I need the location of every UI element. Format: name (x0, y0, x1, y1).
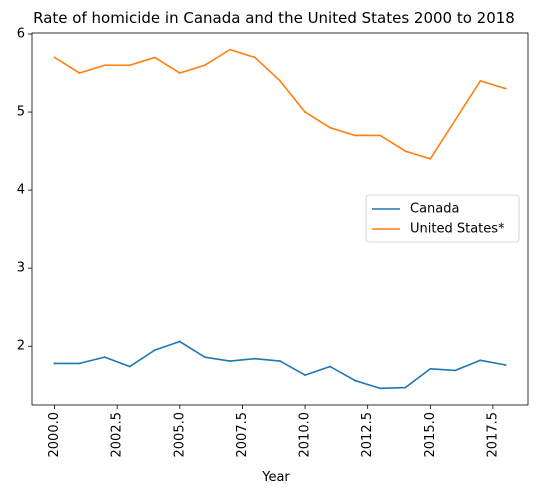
data-point (78, 72, 81, 74)
data-point (53, 56, 56, 59)
data-point (254, 56, 256, 59)
x-tick-label: 2007.5 (235, 412, 250, 458)
data-point (479, 359, 482, 362)
chart-title: Rate of homicide in Canada and the Unite… (33, 9, 515, 27)
series-line-1 (53, 48, 507, 160)
y-tick-label: 2 (17, 339, 25, 354)
data-point (504, 87, 507, 90)
data-point (53, 362, 56, 365)
y-axis: 2 3 4 5 6 (17, 27, 32, 354)
data-point (254, 357, 256, 360)
legend-box (365, 194, 520, 243)
data-point (454, 118, 457, 121)
data-point (379, 387, 382, 390)
data-point (279, 79, 281, 82)
x-axis: 2000.0 2002.5 2005.0 2007.5 2010.0 2012.5 2015… (47, 405, 500, 458)
data-point (429, 158, 432, 160)
data-point (279, 360, 281, 362)
data-point (304, 111, 306, 113)
data-point (128, 64, 131, 67)
plot-area (53, 48, 507, 390)
data-point (153, 56, 156, 59)
data-point (128, 365, 131, 368)
y-tick-label: 6 (17, 27, 25, 42)
data-point (379, 134, 382, 137)
data-point (229, 48, 231, 51)
x-axis-label: Year (261, 470, 290, 485)
legend-label: United States* (410, 222, 505, 237)
data-point (229, 360, 231, 362)
data-point (404, 386, 407, 389)
data-point (178, 72, 181, 74)
data-point (354, 379, 357, 382)
legend-label: Canada (410, 202, 459, 217)
data-point (78, 362, 81, 365)
x-tick-label: 2010.0 (298, 412, 313, 458)
data-point (354, 134, 357, 137)
data-point (329, 126, 331, 129)
y-tick-label: 4 (17, 183, 25, 198)
data-point (178, 340, 181, 343)
data-point (329, 365, 331, 368)
data-point (304, 374, 306, 377)
x-tick-label: 2015.0 (423, 412, 438, 458)
data-point (103, 64, 106, 67)
series-line-0 (53, 340, 507, 390)
x-tick-label: 2017.5 (485, 412, 500, 458)
data-point (153, 349, 156, 352)
y-tick-label: 3 (17, 261, 25, 276)
data-point (504, 364, 507, 366)
data-point (454, 369, 457, 372)
x-tick-label: 2012.5 (360, 412, 375, 458)
data-point (479, 79, 482, 82)
data-point (203, 356, 206, 359)
x-tick-label: 2002.5 (110, 412, 125, 458)
plot-frame (31, 32, 529, 406)
legend: Canada United States* (365, 194, 520, 243)
data-point (404, 150, 407, 152)
x-tick-label: 2000.0 (47, 412, 62, 458)
x-tick-label: 2005.0 (172, 412, 187, 458)
data-point (103, 356, 106, 359)
y-tick-label: 5 (17, 105, 25, 120)
data-point (203, 64, 206, 67)
data-point (429, 367, 432, 370)
